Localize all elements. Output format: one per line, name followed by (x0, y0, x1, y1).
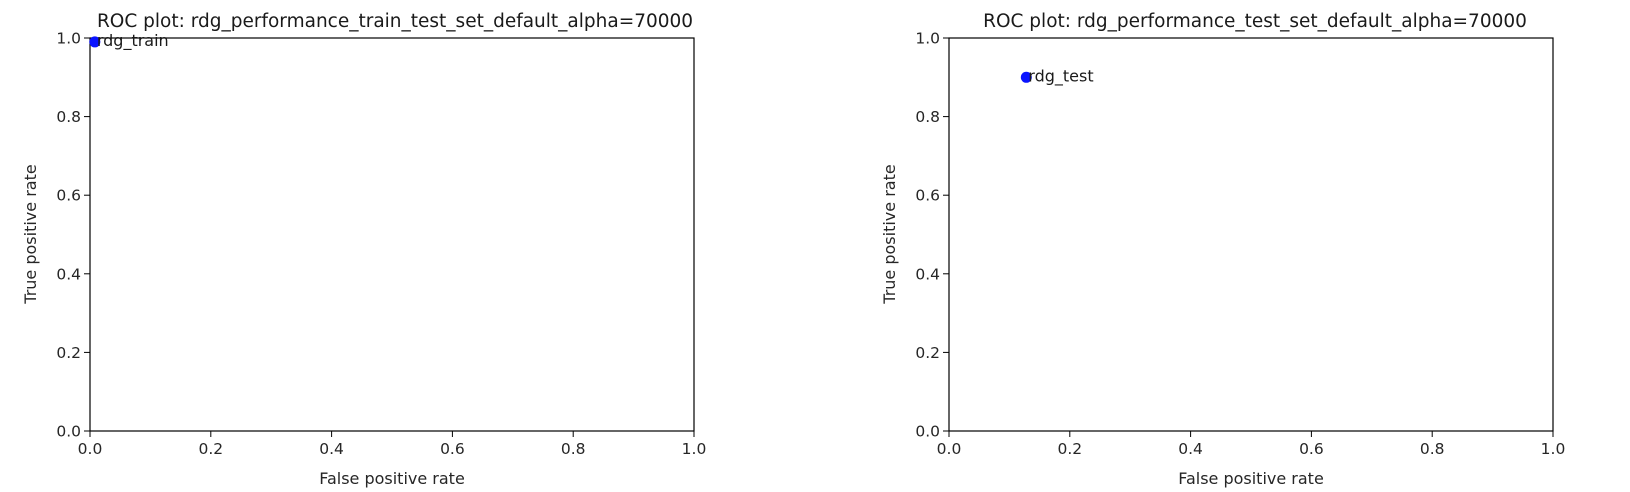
plot-area (949, 38, 1553, 431)
y-tick-label: 0.2 (915, 344, 940, 362)
x-tick-label: 0.0 (78, 440, 103, 458)
y-tick-label: 0.4 (915, 265, 940, 283)
x-axis-label: False positive rate (1178, 469, 1324, 488)
y-tick-label: 0.8 (915, 108, 940, 126)
y-tick-label: 1.0 (915, 30, 940, 48)
y-axis-label: True positive rate (21, 164, 40, 304)
x-tick-label: 0.8 (1420, 440, 1445, 458)
x-tick-label: 0.6 (1299, 440, 1324, 458)
y-tick-label: 1.0 (56, 30, 81, 48)
chart-title: ROC plot: rdg_performance_train_test_set… (97, 11, 693, 32)
roc-chart-train: ROC plot: rdg_performance_train_test_set… (21, 11, 706, 488)
x-tick-label: 0.4 (319, 440, 344, 458)
x-tick-label: 1.0 (1541, 440, 1566, 458)
y-tick-label: 0.8 (56, 108, 81, 126)
data-point-label: rdg_test (1028, 66, 1093, 86)
y-axis-ticks: 0.0 0.2 0.4 0.6 0.8 1.0 (915, 30, 949, 441)
x-tick-label: 0.8 (561, 440, 586, 458)
x-tick-label: 1.0 (682, 440, 707, 458)
y-tick-label: 0.2 (56, 344, 81, 362)
x-tick-label: 0.0 (937, 440, 962, 458)
y-axis-label: True positive rate (880, 164, 899, 304)
y-tick-label: 0.6 (915, 187, 940, 205)
y-tick-label: 0.0 (56, 423, 81, 441)
x-axis-ticks: 0.0 0.2 0.4 0.6 0.8 1.0 (937, 431, 1566, 458)
x-tick-label: 0.2 (198, 440, 223, 458)
y-tick-label: 0.6 (56, 187, 81, 205)
y-tick-label: 0.4 (56, 265, 81, 283)
y-tick-label: 0.0 (915, 423, 940, 441)
x-tick-label: 0.6 (440, 440, 465, 458)
plot-area (90, 38, 694, 431)
x-axis-ticks: 0.0 0.2 0.4 0.6 0.8 1.0 (78, 431, 707, 458)
roc-chart-test: ROC plot: rdg_performance_test_set_defau… (880, 11, 1565, 488)
x-tick-label: 0.2 (1057, 440, 1082, 458)
chart-title: ROC plot: rdg_performance_test_set_defau… (983, 11, 1527, 32)
x-tick-label: 0.4 (1178, 440, 1203, 458)
y-axis-ticks: 0.0 0.2 0.4 0.6 0.8 1.0 (56, 30, 90, 441)
data-points: rdg_test (1021, 66, 1094, 86)
x-axis-label: False positive rate (319, 469, 465, 488)
data-points: rdg_train (89, 31, 168, 51)
data-point-label: rdg_train (97, 31, 169, 51)
